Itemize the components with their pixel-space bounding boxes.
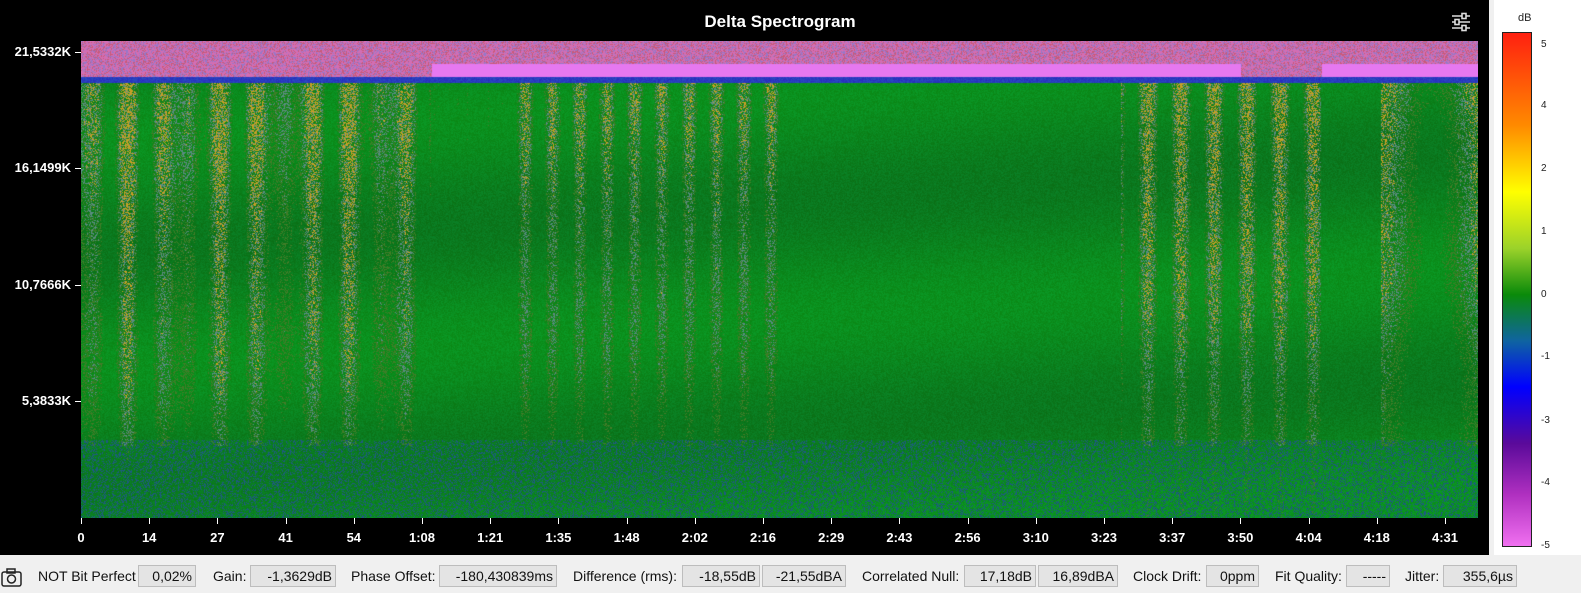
jitter-label: Jitter: [1405,568,1440,584]
camera-icon[interactable] [0,566,24,588]
x-tick-mark [217,518,219,524]
x-tick-mark [967,518,969,524]
bit-perfect-label: NOT Bit Perfect [38,568,136,584]
x-tick-mark [831,518,833,524]
x-tick-mark [285,518,287,524]
difference-dba-value: -21,55dBA [762,565,846,587]
clock-drift-value: 0ppm [1206,565,1259,587]
x-tick-mark [1240,518,1242,524]
phase-offset-value: -180,430839ms [439,565,557,587]
x-tick-label: 3:10 [1022,530,1049,545]
legend-label: 2 [1541,163,1547,174]
gain-label: Gain: [213,568,247,584]
y-tick-label: 5,3833K [21,393,71,408]
x-tick-mark [763,518,764,524]
x-tick-mark [1308,518,1310,524]
x-tick-mark [1445,518,1446,524]
x-tick-label: 3:23 [1090,530,1118,545]
x-tick-mark [1376,518,1378,524]
x-tick-label: 1:35 [545,530,572,545]
x-tick-mark [1172,518,1174,524]
phase-offset-label: Phase Offset: [351,568,436,584]
legend-unit: dB [1518,12,1532,24]
x-tick-label: 14 [141,530,157,545]
x-tick-label: 4:18 [1363,530,1390,545]
legend-label: 4 [1541,100,1547,111]
x-tick-label: 4:04 [1295,530,1322,545]
x-tick-mark [899,518,901,524]
x-tick-label: 3:37 [1159,530,1186,545]
gain-value: -1,3629dB [250,565,336,587]
chart-title: Delta Spectrogram [704,12,856,31]
status-bar: NOT Bit Perfect 0,02% Gain: -1,3629dB Ph… [0,560,1581,593]
x-tick-mark [694,518,696,524]
x-tick-label: 54 [346,530,362,545]
x-tick-mark [149,518,151,524]
x-tick-mark [626,518,628,524]
x-tick-mark [558,518,560,524]
y-tick-label: 21,5332K [14,44,71,59]
spectrogram-plot-area[interactable] [81,41,1478,518]
correlated-null-db-value: 17,18dB [964,565,1036,587]
x-tick-mark [422,518,423,524]
fit-quality-label: Fit Quality: [1275,568,1342,584]
correlated-null-label: Correlated Null: [862,568,960,584]
color-legend: dB 5 4 2 1 0 -1 -3 -4 -5 [1494,0,1581,555]
difference-db-value: -18,55dB [682,565,760,587]
correlated-null-dba-value: 16,89dBA [1038,565,1118,587]
x-tick-label: 1:08 [408,530,436,545]
x-tick-mark [490,518,492,524]
x-tick-mark [1104,518,1105,524]
legend-label: -3 [1541,415,1550,426]
x-tick-label: 2:56 [954,530,981,545]
x-tick-label: 2:43 [886,530,913,545]
x-tick-mark [353,518,355,524]
legend-label: -4 [1541,477,1550,488]
y-tick-label: 16,1499K [14,160,71,175]
x-tick-label: 2:16 [749,530,777,545]
legend-label: 0 [1541,289,1547,300]
x-tick-label: 2:29 [818,530,845,545]
colorbar [1502,32,1532,547]
x-tick-mark [1035,518,1037,524]
settings-sliders-icon[interactable] [1450,12,1472,32]
spectrogram-panel: Delta Spectrogram 21,5332K 16,1499K 10,7… [0,0,1489,555]
x-tick-label: 3:50 [1227,530,1254,545]
x-tick-label: 1:48 [613,530,640,545]
legend-label: -1 [1541,351,1550,362]
clock-drift-label: Clock Drift: [1133,568,1202,584]
x-tick-label: 2:02 [681,530,708,545]
legend-label: -5 [1541,540,1550,551]
x-tick-label: 1:21 [477,530,504,545]
y-tick-label: 10,7666K [14,277,71,292]
x-tick-label: 0 [77,530,85,545]
x-tick-label: 4:31 [1431,530,1459,545]
x-tick-label: 41 [278,530,293,545]
difference-label: Difference (rms): [573,568,677,584]
legend-label: 1 [1541,226,1547,237]
fit-quality-value: ----- [1346,565,1390,587]
legend-label: 5 [1541,39,1547,50]
x-tick-mark [81,518,82,524]
x-tick-label: 27 [210,530,225,545]
bit-perfect-value: 0,02% [138,565,196,587]
jitter-value: 355,6µs [1443,565,1517,587]
